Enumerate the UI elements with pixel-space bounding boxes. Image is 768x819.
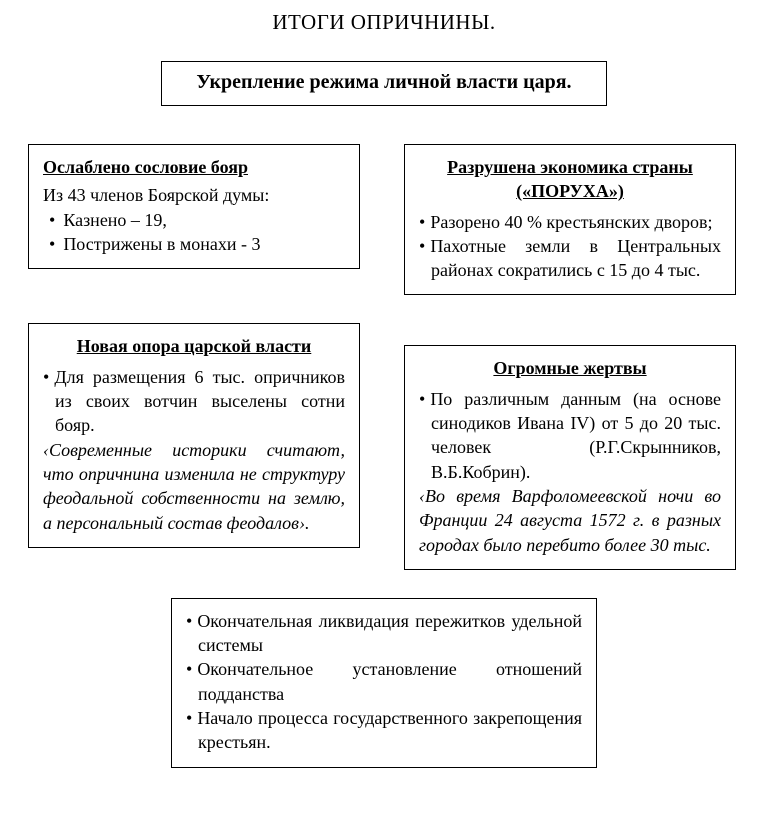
box-economy-title-line2: («ПОРУХА»)	[516, 181, 624, 201]
top-box-container: Укрепление режима личной власти царя.	[28, 61, 740, 106]
box-support-note: ‹Современные историки считают, что оприч…	[43, 438, 345, 535]
box-victims-note: ‹Во время Варфоломеевской ночи во Франци…	[419, 484, 721, 557]
box-support: Новая опора царской власти Для размещени…	[28, 323, 360, 547]
box-economy-list: Разорено 40 % крестьянских дворов; Пахот…	[419, 210, 721, 283]
top-box: Укрепление режима личной власти царя.	[161, 61, 606, 106]
list-item: Для размещения 6 тыс. опричников из свои…	[43, 365, 345, 438]
box-economy: Разрушена экономика страны («ПОРУХА») Ра…	[404, 144, 736, 295]
box-boyars-title: Ослаблено сословие бояр	[43, 155, 345, 179]
box-support-list: Для размещения 6 тыс. опричников из свои…	[43, 365, 345, 438]
list-item: Разорено 40 % крестьянских дворов;	[419, 210, 721, 234]
box-economy-title-line1: Разрушена экономика страны	[447, 157, 693, 177]
box-boyars-list: Казнено – 19, Пострижены в монахи - 3	[43, 208, 345, 257]
row-1: Ослаблено сословие бояр Из 43 членов Боя…	[28, 144, 740, 295]
list-item: По различным данным (на основе синодиков…	[419, 387, 721, 484]
box-support-title: Новая опора царской власти	[43, 334, 345, 358]
list-item: Начало процесса государственного закрепо…	[186, 706, 582, 755]
box-victims-list: По различным данным (на основе синодиков…	[419, 387, 721, 484]
list-item: Окончательная ликвидация пережитков удел…	[186, 609, 582, 658]
box-final-list: Окончательная ликвидация пережитков удел…	[186, 609, 582, 755]
box-boyars-intro: Из 43 членов Боярской думы:	[43, 183, 345, 207]
box-final: Окончательная ликвидация пережитков удел…	[171, 598, 597, 768]
list-item: Пострижены в монахи - 3	[43, 232, 345, 256]
page-title: ИТОГИ ОПРИЧНИНЫ.	[28, 10, 740, 35]
row-2: Новая опора царской власти Для размещени…	[28, 323, 740, 569]
box-boyars: Ослаблено сословие бояр Из 43 членов Боя…	[28, 144, 360, 269]
box-economy-title: Разрушена экономика страны («ПОРУХА»)	[419, 155, 721, 204]
list-item: Пахотные земли в Центральных районах сок…	[419, 234, 721, 283]
bottom-container: Окончательная ликвидация пережитков удел…	[28, 598, 740, 768]
box-victims-title: Огромные жертвы	[419, 356, 721, 380]
box-victims: Огромные жертвы По различным данным (на …	[404, 345, 736, 569]
list-item: Казнено – 19,	[43, 208, 345, 232]
list-item: Окончательное установление отношений под…	[186, 657, 582, 706]
